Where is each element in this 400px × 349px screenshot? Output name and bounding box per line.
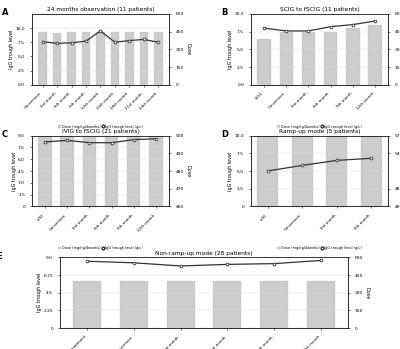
Y-axis label: Dose: Dose	[186, 165, 191, 177]
Bar	[361, 0, 382, 206]
Bar	[307, 281, 335, 328]
Legend: Dose (mg/kg/4weeks), IgG trough level (g/L): Dose (mg/kg/4weeks), IgG trough level (g…	[276, 123, 364, 130]
Bar	[326, 0, 347, 206]
Bar	[257, 39, 271, 85]
Y-axis label: IgG trough level: IgG trough level	[9, 30, 14, 69]
Bar	[213, 281, 242, 328]
Bar	[82, 32, 90, 85]
Bar	[60, 0, 74, 206]
Bar	[67, 32, 76, 85]
Y-axis label: IgG trough level: IgG trough level	[228, 30, 233, 69]
Y-axis label: Dose: Dose	[365, 287, 370, 299]
Legend: Dose (mg/kg/4weeks), IgG trough level (g/L): Dose (mg/kg/4weeks), IgG trough level (g…	[56, 245, 144, 252]
Y-axis label: Dose: Dose	[186, 43, 191, 55]
Bar	[120, 281, 148, 328]
Bar	[105, 0, 118, 206]
Bar	[96, 32, 105, 85]
Legend: Dose (mg/kg/4weeks), IgG trough level (g/L): Dose (mg/kg/4weeks), IgG trough level (g…	[56, 123, 144, 130]
Title: 24 months observation (11 patients): 24 months observation (11 patients)	[46, 7, 154, 12]
Bar	[125, 32, 134, 85]
Bar	[53, 33, 61, 85]
Text: C: C	[2, 130, 8, 139]
Bar	[83, 0, 96, 206]
Bar	[302, 32, 315, 85]
Text: B: B	[221, 8, 227, 17]
Title: IVIG to fSCIG (21 patients): IVIG to fSCIG (21 patients)	[62, 129, 139, 134]
Y-axis label: IgG trough level: IgG trough level	[12, 151, 17, 191]
Bar	[110, 32, 119, 85]
Bar	[324, 32, 337, 85]
Bar	[127, 0, 140, 206]
Bar	[166, 281, 195, 328]
Bar	[346, 28, 360, 85]
Legend: Dose (mg/kg/4weeks), IgG trough level (g/L): Dose (mg/kg/4weeks), IgG trough level (g…	[276, 245, 364, 252]
Bar	[154, 32, 163, 85]
Y-axis label: IgG trough level: IgG trough level	[228, 151, 233, 191]
Y-axis label: IgG trough level: IgG trough level	[37, 273, 42, 312]
Bar	[280, 32, 293, 85]
Bar	[368, 24, 382, 85]
Bar	[38, 0, 52, 206]
Text: A: A	[2, 8, 8, 17]
Text: D: D	[221, 130, 228, 139]
Bar	[292, 0, 313, 206]
Title: Non-ramp-up mode (28 patients): Non-ramp-up mode (28 patients)	[155, 251, 253, 255]
Text: E: E	[0, 252, 2, 261]
Bar	[140, 32, 148, 85]
Bar	[149, 0, 163, 206]
Bar	[260, 281, 288, 328]
Title: Ramp-up mode (5 patients): Ramp-up mode (5 patients)	[279, 129, 360, 134]
Bar	[257, 0, 278, 206]
Bar	[73, 281, 101, 328]
Title: SCIG to fSCIG (11 patients): SCIG to fSCIG (11 patients)	[280, 7, 360, 12]
Bar	[38, 32, 47, 85]
